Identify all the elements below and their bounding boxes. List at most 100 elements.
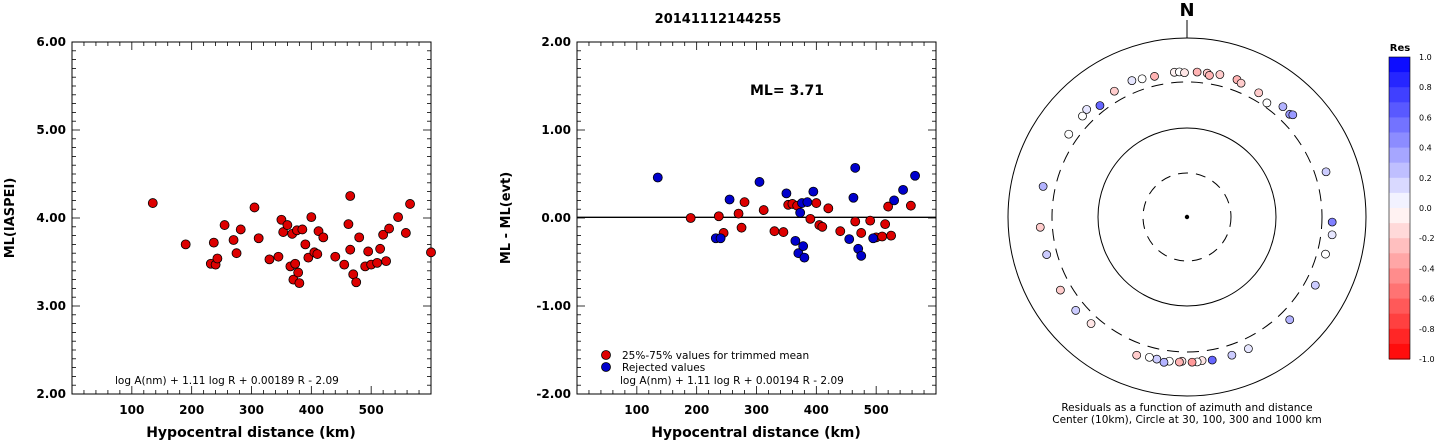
station-residual-point: [1236, 78, 1246, 88]
data-point: [802, 197, 813, 208]
formula-text: log A(nm) + 1.11 log R + 0.00194 R - 2.0…: [620, 375, 844, 387]
data-point: [886, 230, 897, 241]
station-residual-point: [1132, 350, 1142, 360]
polar-caption-line1: Residuals as a function of azimuth and d…: [1061, 402, 1312, 414]
x-tick-label: 400: [299, 403, 324, 417]
station-residual-point: [1205, 71, 1214, 80]
station-residual-point: [1321, 167, 1331, 177]
data-point: [384, 223, 395, 234]
ring-30km: [1142, 172, 1232, 262]
y-axis-label: ML - ML(evt): [499, 172, 514, 264]
station-residual-point: [1082, 105, 1092, 114]
x-tick-label: 300: [239, 403, 264, 417]
data-point: [180, 239, 191, 250]
data-point: [375, 243, 386, 254]
data-point: [850, 216, 861, 227]
data-point: [856, 250, 867, 261]
data-point: [724, 194, 735, 205]
data-point: [393, 212, 403, 223]
y-tick-label: 6.00: [36, 35, 66, 49]
data-point: [381, 256, 392, 267]
station-residual-point: [1262, 98, 1272, 108]
data-point: [297, 224, 308, 235]
data-point: [312, 249, 323, 259]
data-point: [300, 239, 311, 250]
data-point: [715, 233, 726, 244]
ml-annotation: ML= 3.71: [750, 83, 824, 99]
colorbar-cell: [1389, 87, 1410, 103]
plot-frame: [71, 41, 432, 395]
data-point: [811, 198, 822, 208]
legend-marker-rejected: [601, 362, 611, 372]
colorbar-tick-label: -0.8: [1419, 325, 1435, 334]
colorbar-tick-label: -0.4: [1419, 264, 1435, 273]
data-point: [372, 257, 383, 268]
x-tick-label: 300: [744, 403, 769, 417]
colorbar-tick-label: 1.0: [1419, 53, 1432, 62]
data-point: [400, 228, 411, 238]
station-residual-point: [1056, 285, 1065, 295]
data-point: [249, 202, 260, 213]
colorbar-title: Res: [1390, 43, 1410, 54]
polar-caption-line2: Center (10km), Circle at 30, 100, 300 an…: [1052, 414, 1322, 426]
x-tick-label: 400: [804, 403, 829, 417]
data-point: [713, 211, 724, 222]
station-residual-point: [1321, 249, 1330, 259]
data-point: [273, 251, 284, 262]
colorbar-cell: [1389, 147, 1410, 164]
colorbar-cell: [1389, 117, 1410, 134]
data-point: [889, 195, 900, 206]
data-point: [795, 207, 806, 218]
data-point: [228, 235, 239, 245]
x-tick-label: 500: [864, 403, 889, 417]
station-residual-point: [1192, 67, 1202, 77]
data-point: [823, 203, 834, 214]
station-residual-point: [1227, 350, 1237, 360]
data-point: [235, 224, 246, 235]
data-point: [739, 197, 750, 208]
station-residual-point: [1086, 319, 1096, 328]
colorbar-tick-label: 0.4: [1419, 144, 1432, 153]
colorbar-tick-label: 0.0: [1419, 204, 1432, 213]
data-point: [345, 191, 356, 201]
y-tick-label: 3.00: [36, 299, 66, 313]
data-point: [790, 235, 801, 246]
legend-label-trimmed: 25%-75% values for trimmed mean: [622, 350, 809, 362]
data-point: [212, 253, 223, 264]
colorbar-tick-label: -0.6: [1419, 295, 1435, 304]
data-point: [769, 226, 780, 237]
x-tick-label: 100: [119, 403, 144, 417]
data-point: [208, 237, 219, 248]
ring-300km: [1051, 81, 1323, 353]
x-tick-label: 200: [684, 403, 709, 417]
colorbar-cell: [1389, 253, 1410, 269]
data-point: [345, 244, 356, 255]
data-point: [898, 184, 908, 195]
data-point: [883, 201, 894, 212]
y-tick-label: 1.00: [541, 123, 571, 137]
data-point: [799, 252, 810, 263]
data-point: [880, 219, 891, 230]
station-residual-point: [1285, 315, 1295, 325]
colorbar: Res 1.0 0.8 0.6 0.4 0.2 0.0 -0.2 -0.4 -0.6 -0.8 -1…: [1388, 43, 1435, 364]
data-point: [652, 172, 663, 183]
data-point: [736, 222, 747, 233]
colorbar-cell: [1389, 313, 1410, 330]
station-residual-point: [1035, 222, 1045, 232]
colorbar-cell: [1389, 192, 1410, 209]
station-residual-point: [1187, 357, 1197, 367]
north-label: N: [1179, 0, 1194, 21]
data-point: [910, 170, 920, 181]
figure-title: 20141112144255: [655, 12, 782, 27]
data-point: [733, 208, 744, 219]
station-residual-point: [1078, 111, 1087, 121]
colorbar-cell: [1389, 223, 1410, 239]
y-tick-label: 4.00: [36, 211, 66, 225]
station-residual-point: [1327, 230, 1337, 240]
station-residual-point: [1180, 68, 1189, 78]
y-tick-label: 0.00: [541, 211, 571, 225]
legend-marker-trimmed: [601, 350, 611, 360]
data-point: [835, 226, 846, 237]
data-point: [868, 233, 879, 244]
y-tick-label: 2.00: [36, 387, 66, 401]
